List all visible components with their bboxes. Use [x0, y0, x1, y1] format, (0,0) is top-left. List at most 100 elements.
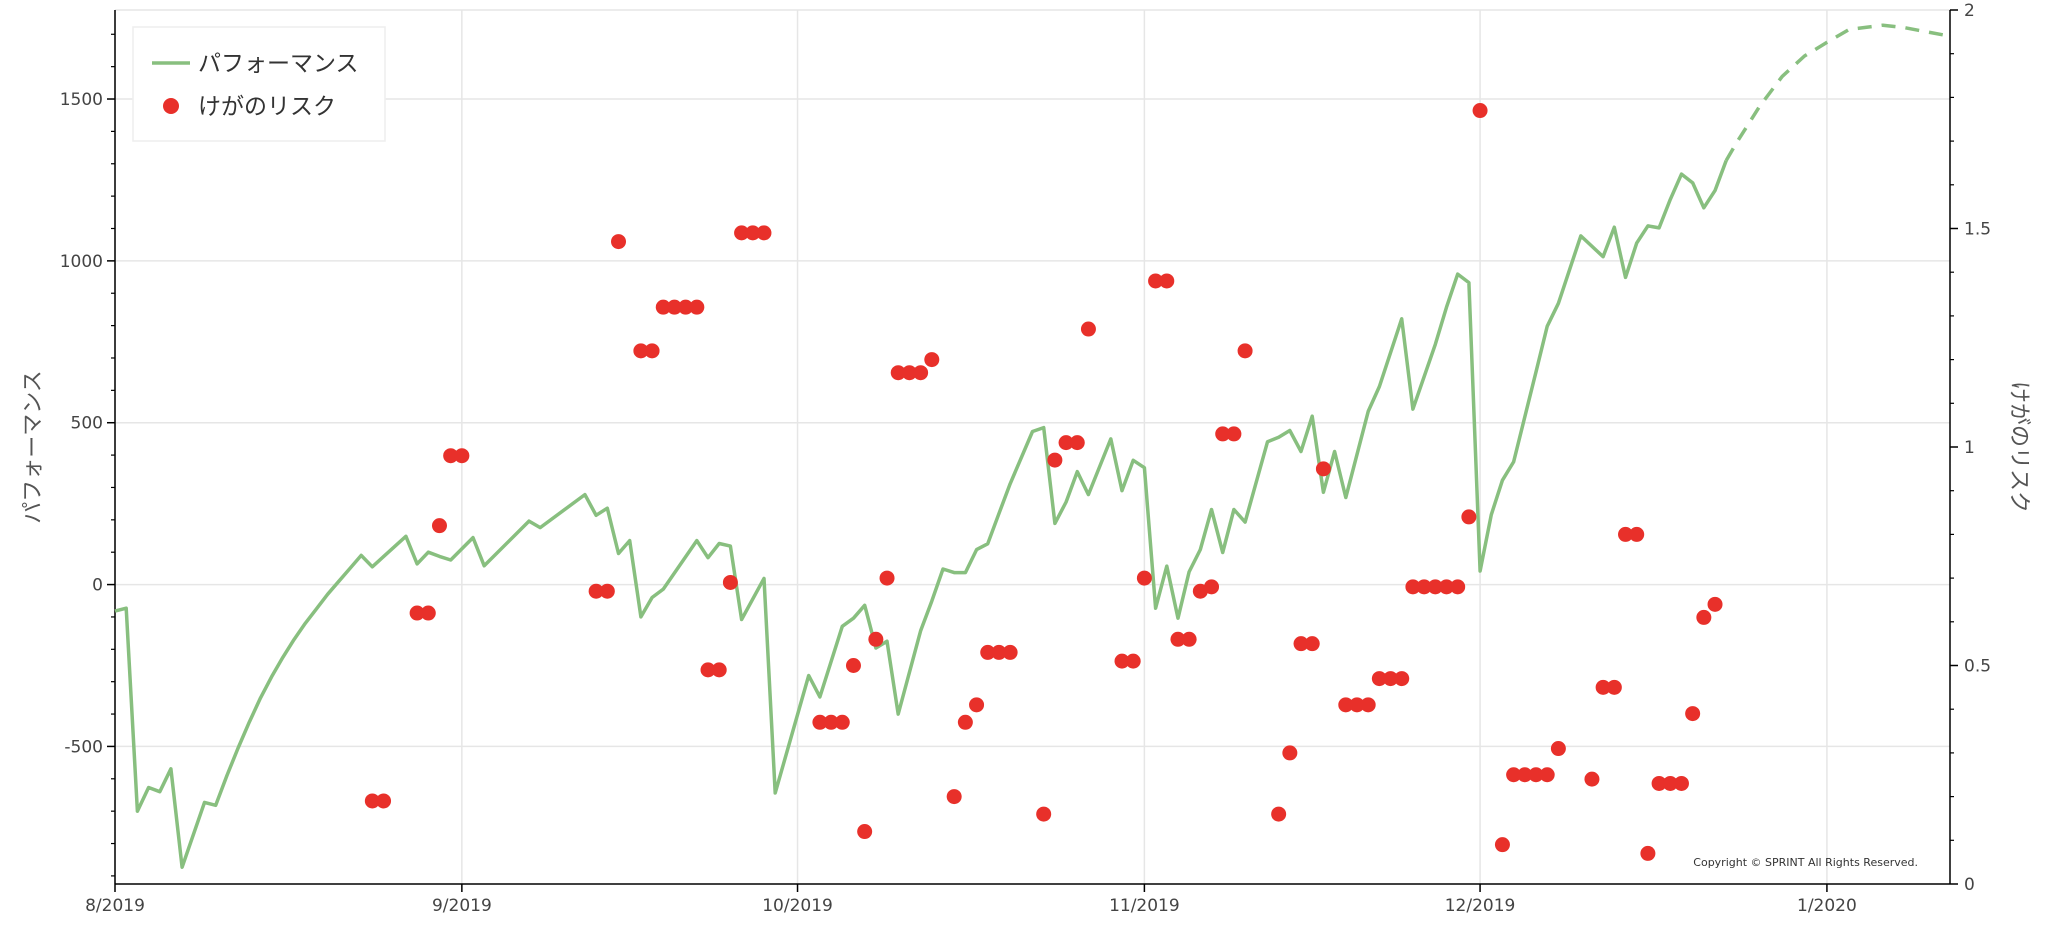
injury-risk-point	[1461, 509, 1477, 525]
injury-risk-point	[1595, 679, 1611, 695]
injury-risk-point	[868, 631, 884, 647]
x-tick-label: 10/2019	[762, 896, 833, 916]
injury-risk-point	[1383, 671, 1399, 687]
performance-line	[114, 159, 1728, 869]
injury-risk-point	[420, 605, 436, 621]
injury-risk-point	[443, 448, 459, 464]
injury-risk-point	[890, 365, 906, 381]
injury-risk-point	[1002, 644, 1018, 660]
injury-risk-point	[1058, 435, 1074, 451]
injury-risk-point	[957, 714, 973, 730]
injury-risk-point	[1494, 837, 1510, 853]
injury-risk-point	[1707, 596, 1723, 612]
injury-risk-point	[611, 234, 627, 250]
injury-risk-point	[409, 605, 425, 621]
injury-risk-point	[454, 448, 470, 464]
injury-risk-point	[1606, 679, 1622, 695]
injury-risk-point	[1651, 775, 1667, 791]
injury-risk-point	[1315, 461, 1331, 477]
injury-risk-point	[711, 662, 727, 678]
copyright-annotation: Copyright © SPRINT All Rights Reserved.	[1693, 856, 1918, 869]
injury-risk-point	[1371, 671, 1387, 687]
injury-risk-point	[1673, 775, 1689, 791]
performance-forecast-line	[1724, 23, 1951, 162]
grid	[114, 9, 1950, 884]
injury-risk-point	[666, 299, 682, 315]
injury-risk-point	[1047, 452, 1063, 468]
injury-risk-point	[1394, 671, 1410, 687]
injury-risk-point	[1438, 579, 1454, 595]
legend: パフォーマンス けがのリスク	[132, 26, 386, 142]
injury-risk-point	[857, 824, 873, 840]
injury-risk-point	[722, 574, 738, 590]
x-tick-label: 8/2019	[85, 896, 145, 916]
injury-risk-point	[1226, 426, 1242, 442]
injury-risk-point	[1416, 579, 1432, 595]
y-left-tick-label: 500	[71, 414, 103, 434]
legend-label-performance: パフォーマンス	[198, 51, 359, 77]
legend-circle-swatch	[163, 98, 179, 114]
injury-risk-point	[1506, 767, 1522, 783]
injury-risk-point	[1517, 767, 1533, 783]
injury-risk-point	[599, 583, 615, 599]
y-right-tick-label: 1.5	[1964, 220, 1991, 240]
x-tick-label: 9/2019	[432, 896, 492, 916]
injury-risk-point	[991, 644, 1007, 660]
injury-risk-point	[1271, 806, 1287, 822]
injury-risk-point	[1427, 579, 1443, 595]
injury-risk-point	[431, 518, 447, 534]
injury-risk-point	[901, 365, 917, 381]
legend-box	[132, 26, 386, 142]
injury-risk-point	[745, 225, 761, 241]
injury-risk-point	[1148, 273, 1164, 289]
injury-risk-point	[1036, 806, 1052, 822]
y-right-tick-label: 2	[1964, 1, 1975, 21]
injury-risk-point	[689, 299, 705, 315]
injury-risk-point	[1080, 321, 1096, 337]
injury-risk-point	[845, 658, 861, 673]
injury-risk-point	[969, 697, 985, 713]
injury-risk-point	[1237, 343, 1253, 359]
injury-risk-point	[756, 225, 772, 241]
injury-risk-point	[1472, 103, 1488, 119]
y-right-tick-label: 0	[1964, 875, 1975, 895]
y-left-tick-label: 1500	[60, 90, 103, 110]
legend-label-injury-risk: けがのリスク	[198, 94, 336, 120]
x-tick-label: 12/2019	[1445, 896, 1516, 916]
injury-risk-point	[913, 365, 929, 381]
injury-risk-point	[946, 789, 962, 805]
y-left-tick-label: 0	[92, 576, 103, 596]
injury-risk-point	[1662, 775, 1678, 791]
injury-risk-point	[633, 343, 649, 359]
injury-risk-point	[1125, 653, 1141, 669]
x-tick-label: 1/2020	[1797, 896, 1857, 916]
injury-risk-point	[1114, 653, 1130, 669]
injury-risk-point	[1405, 579, 1421, 595]
y-left-tick-label: 1000	[60, 252, 103, 272]
injury-risk-point	[1170, 631, 1186, 647]
injury-risk-point	[1136, 570, 1152, 586]
y-left-tick-label: -500	[64, 737, 103, 757]
injury-risk-point	[924, 352, 940, 368]
injury-risk-point	[1349, 697, 1365, 713]
injury-risk-point	[734, 225, 750, 241]
injury-risk-point	[1584, 771, 1600, 787]
y-axis-left-title: パフォーマンス	[21, 370, 46, 524]
injury-risk-point	[1069, 435, 1085, 451]
injury-risk-point	[823, 714, 839, 730]
injury-risk-point	[678, 299, 694, 315]
injury-risk-point	[1685, 706, 1701, 722]
injury-risk-point	[834, 714, 850, 730]
injury-risk-point	[1293, 636, 1309, 652]
injury-risk-point	[1304, 636, 1320, 652]
injury-risk-point	[588, 583, 604, 599]
injury-risk-point	[376, 793, 392, 809]
injury-risk-point	[364, 793, 380, 809]
injury-risk-point	[879, 570, 895, 586]
injury-risk-point	[1450, 579, 1466, 595]
injury-risk-point	[1550, 741, 1566, 757]
injury-risk-point	[700, 662, 716, 678]
injury-risk-point	[980, 644, 996, 660]
axes: 8/2019 9/2019 10/2019 11/2019 12/2019 1/2020 -…	[60, 1, 1991, 916]
